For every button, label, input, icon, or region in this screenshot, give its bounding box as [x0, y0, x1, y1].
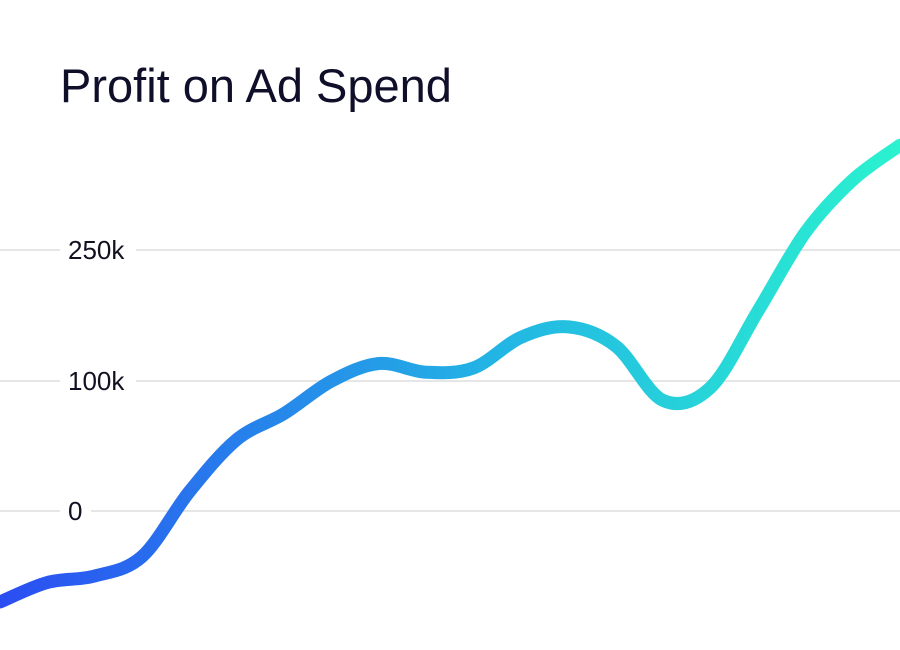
profit-series-line — [0, 138, 900, 609]
tick-label-background — [60, 373, 136, 389]
chart-title: Profit on Ad Spend — [60, 59, 452, 112]
tick-label-background — [60, 503, 91, 519]
y-tick-label-250k: 250k — [68, 235, 125, 265]
y-tick-label-100k: 100k — [68, 366, 125, 396]
tick-label-background — [60, 242, 136, 258]
y-tick-label-0: 0 — [68, 496, 82, 526]
y-axis-tick-labels: 250k 100k 0 — [60, 235, 136, 526]
gridlines — [0, 249, 900, 512]
